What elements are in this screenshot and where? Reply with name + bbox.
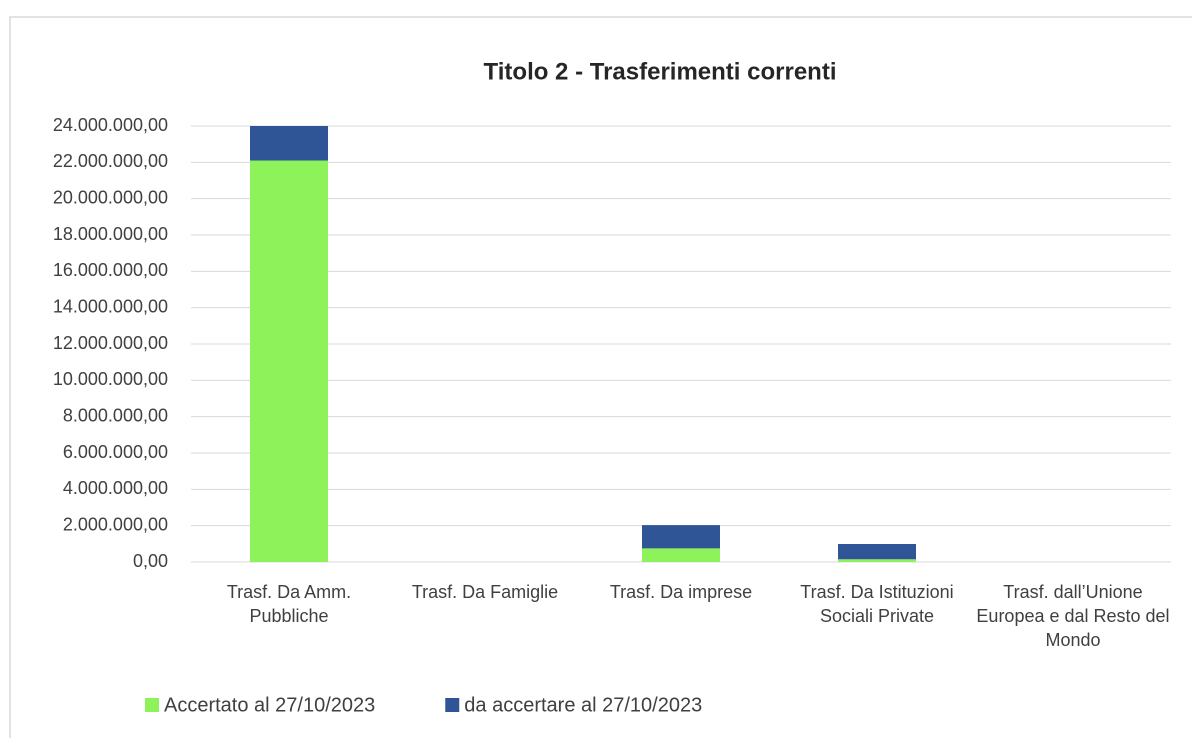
y-tick-label: 4.000.000,00 xyxy=(63,478,168,498)
bar-segment xyxy=(642,548,720,562)
x-tick-label: Trasf. Da Amm. Pubbliche xyxy=(226,582,352,626)
bar-segment xyxy=(838,559,916,562)
y-tick-label: 10.000.000,00 xyxy=(53,369,168,389)
y-tick-label: 0,00 xyxy=(133,551,168,571)
bar-segment xyxy=(250,160,328,562)
legend-label: da accertare al 27/10/2023 xyxy=(464,694,702,716)
x-tick-label: Trasf. Da Istituzioni Sociali Private xyxy=(800,582,954,626)
y-tick-label: 6.000.000,00 xyxy=(63,442,168,462)
y-tick-label: 20.000.000,00 xyxy=(53,187,168,207)
y-tick-label: 24.000.000,00 xyxy=(53,115,168,135)
legend-swatch xyxy=(445,698,460,712)
legend-swatch xyxy=(145,698,159,712)
y-tick-label: 18.000.000,00 xyxy=(53,224,168,244)
bar-segment xyxy=(642,525,720,549)
bar-segment xyxy=(250,126,328,161)
legend-label: Accertato al 27/10/2023 xyxy=(164,694,375,716)
x-tick-label: Trasf. Da Famiglie xyxy=(411,582,559,602)
x-tick-label: Trasf. dall’Unione Europea e dal Resto d… xyxy=(976,582,1170,650)
chart-frame xyxy=(9,16,1192,738)
x-tick-label: Trasf. Da imprese xyxy=(609,582,753,602)
y-tick-label: 12.000.000,00 xyxy=(53,333,168,353)
y-tick-label: 14.000.000,00 xyxy=(53,296,168,316)
y-tick-label: 16.000.000,00 xyxy=(53,260,168,280)
y-tick-label: 8.000.000,00 xyxy=(63,405,168,425)
chart-title: Titolo 2 - Trasferimenti correnti xyxy=(484,58,837,85)
y-tick-label: 2.000.000,00 xyxy=(63,514,168,534)
bar-segment xyxy=(838,544,916,560)
y-tick-label: 22.000.000,00 xyxy=(53,151,168,171)
